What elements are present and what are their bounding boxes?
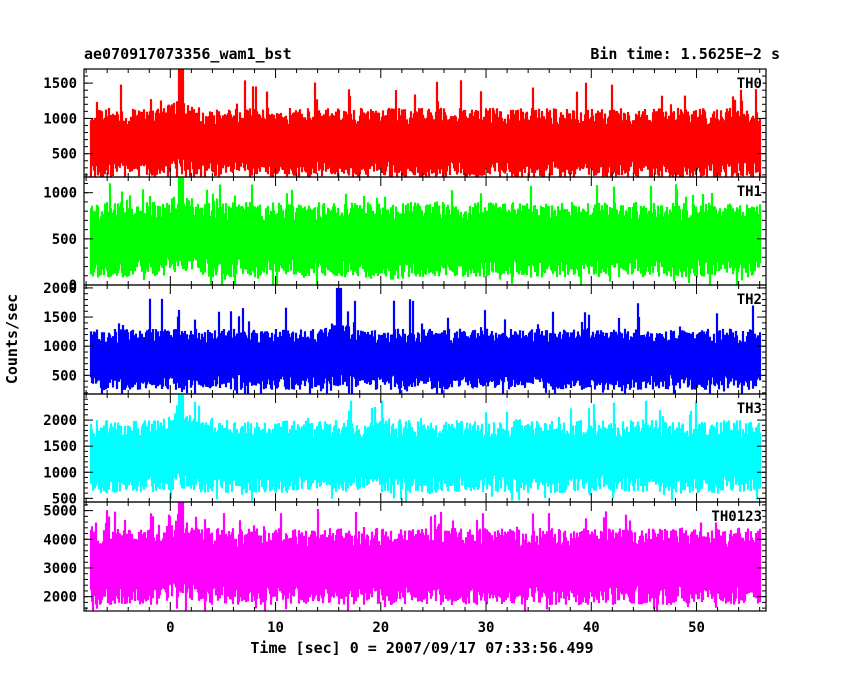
y-tick-label: 1000 <box>43 339 77 355</box>
y-tick-label: 1000 <box>43 465 77 481</box>
x-tick-labels-group: 0 10 20 30 40 50 <box>166 620 705 636</box>
bin-time-label: Bin time: 1.5625E−2 s <box>590 45 780 63</box>
y-tick-label: 1000 <box>43 186 77 202</box>
panel-label-th3: TH3 <box>737 401 762 417</box>
y-tick-label: 3000 <box>43 561 77 577</box>
y-tick-label: 500 <box>52 368 77 384</box>
series-trace-th0 <box>89 69 762 177</box>
panel-label-th1: TH1 <box>737 184 762 200</box>
y-tick-label: 2000 <box>43 413 77 429</box>
panel-th0: 500 1000 1500 TH0 <box>43 68 767 178</box>
y-tick-label: 1500 <box>43 76 77 92</box>
y-tick-label: 2000 <box>43 590 77 606</box>
y-tick-label: 0 <box>69 278 77 294</box>
figure-title: ae070917073356_wam1_bst <box>84 45 292 63</box>
series-trace-th1 <box>89 177 762 285</box>
x-tick-label: 40 <box>583 620 600 636</box>
panel-label-th2: TH2 <box>737 292 762 308</box>
series-trace-th2 <box>89 287 762 394</box>
panel-label-th0: TH0 <box>737 76 762 92</box>
series-trace-th3 <box>89 394 762 502</box>
x-tick-label: 10 <box>267 620 284 636</box>
y-tick-label: 1500 <box>43 439 77 455</box>
panels-group: 500 1000 1500 TH0 0 500 1000 TH1 500 1000 1500 2000… <box>43 68 767 612</box>
y-tick-label: 500 <box>52 491 77 507</box>
y-tick-label: 500 <box>52 232 77 248</box>
y-tick-label: 1000 <box>43 111 77 127</box>
panel-label-th0123: TH0123 <box>711 509 762 525</box>
x-tick-label: 0 <box>166 620 174 636</box>
x-axis-title: Time [sec] 0 = 2007/09/17 07:33:56.499 <box>250 639 593 657</box>
y-tick-label: 500 <box>52 147 77 163</box>
y-tick-label: 4000 <box>43 532 77 548</box>
x-tick-label: 50 <box>688 620 705 636</box>
y-tick-label: 5000 <box>43 504 77 520</box>
x-tick-label: 30 <box>478 620 495 636</box>
y-axis-title: Counts/sec <box>3 294 21 384</box>
y-tick-label: 2000 <box>43 281 77 297</box>
panel-th2: 500 1000 1500 2000 TH2 <box>43 281 767 395</box>
panel-th0123: 2000 3000 4000 5000 TH0123 <box>43 501 767 612</box>
x-tick-label: 20 <box>372 620 389 636</box>
panel-th1: 0 500 1000 TH1 <box>43 176 767 294</box>
panel-th3: 500 1000 1500 2000 TH3 <box>43 393 767 507</box>
y-tick-label: 1500 <box>43 310 77 326</box>
series-trace-th0123 <box>89 502 762 611</box>
